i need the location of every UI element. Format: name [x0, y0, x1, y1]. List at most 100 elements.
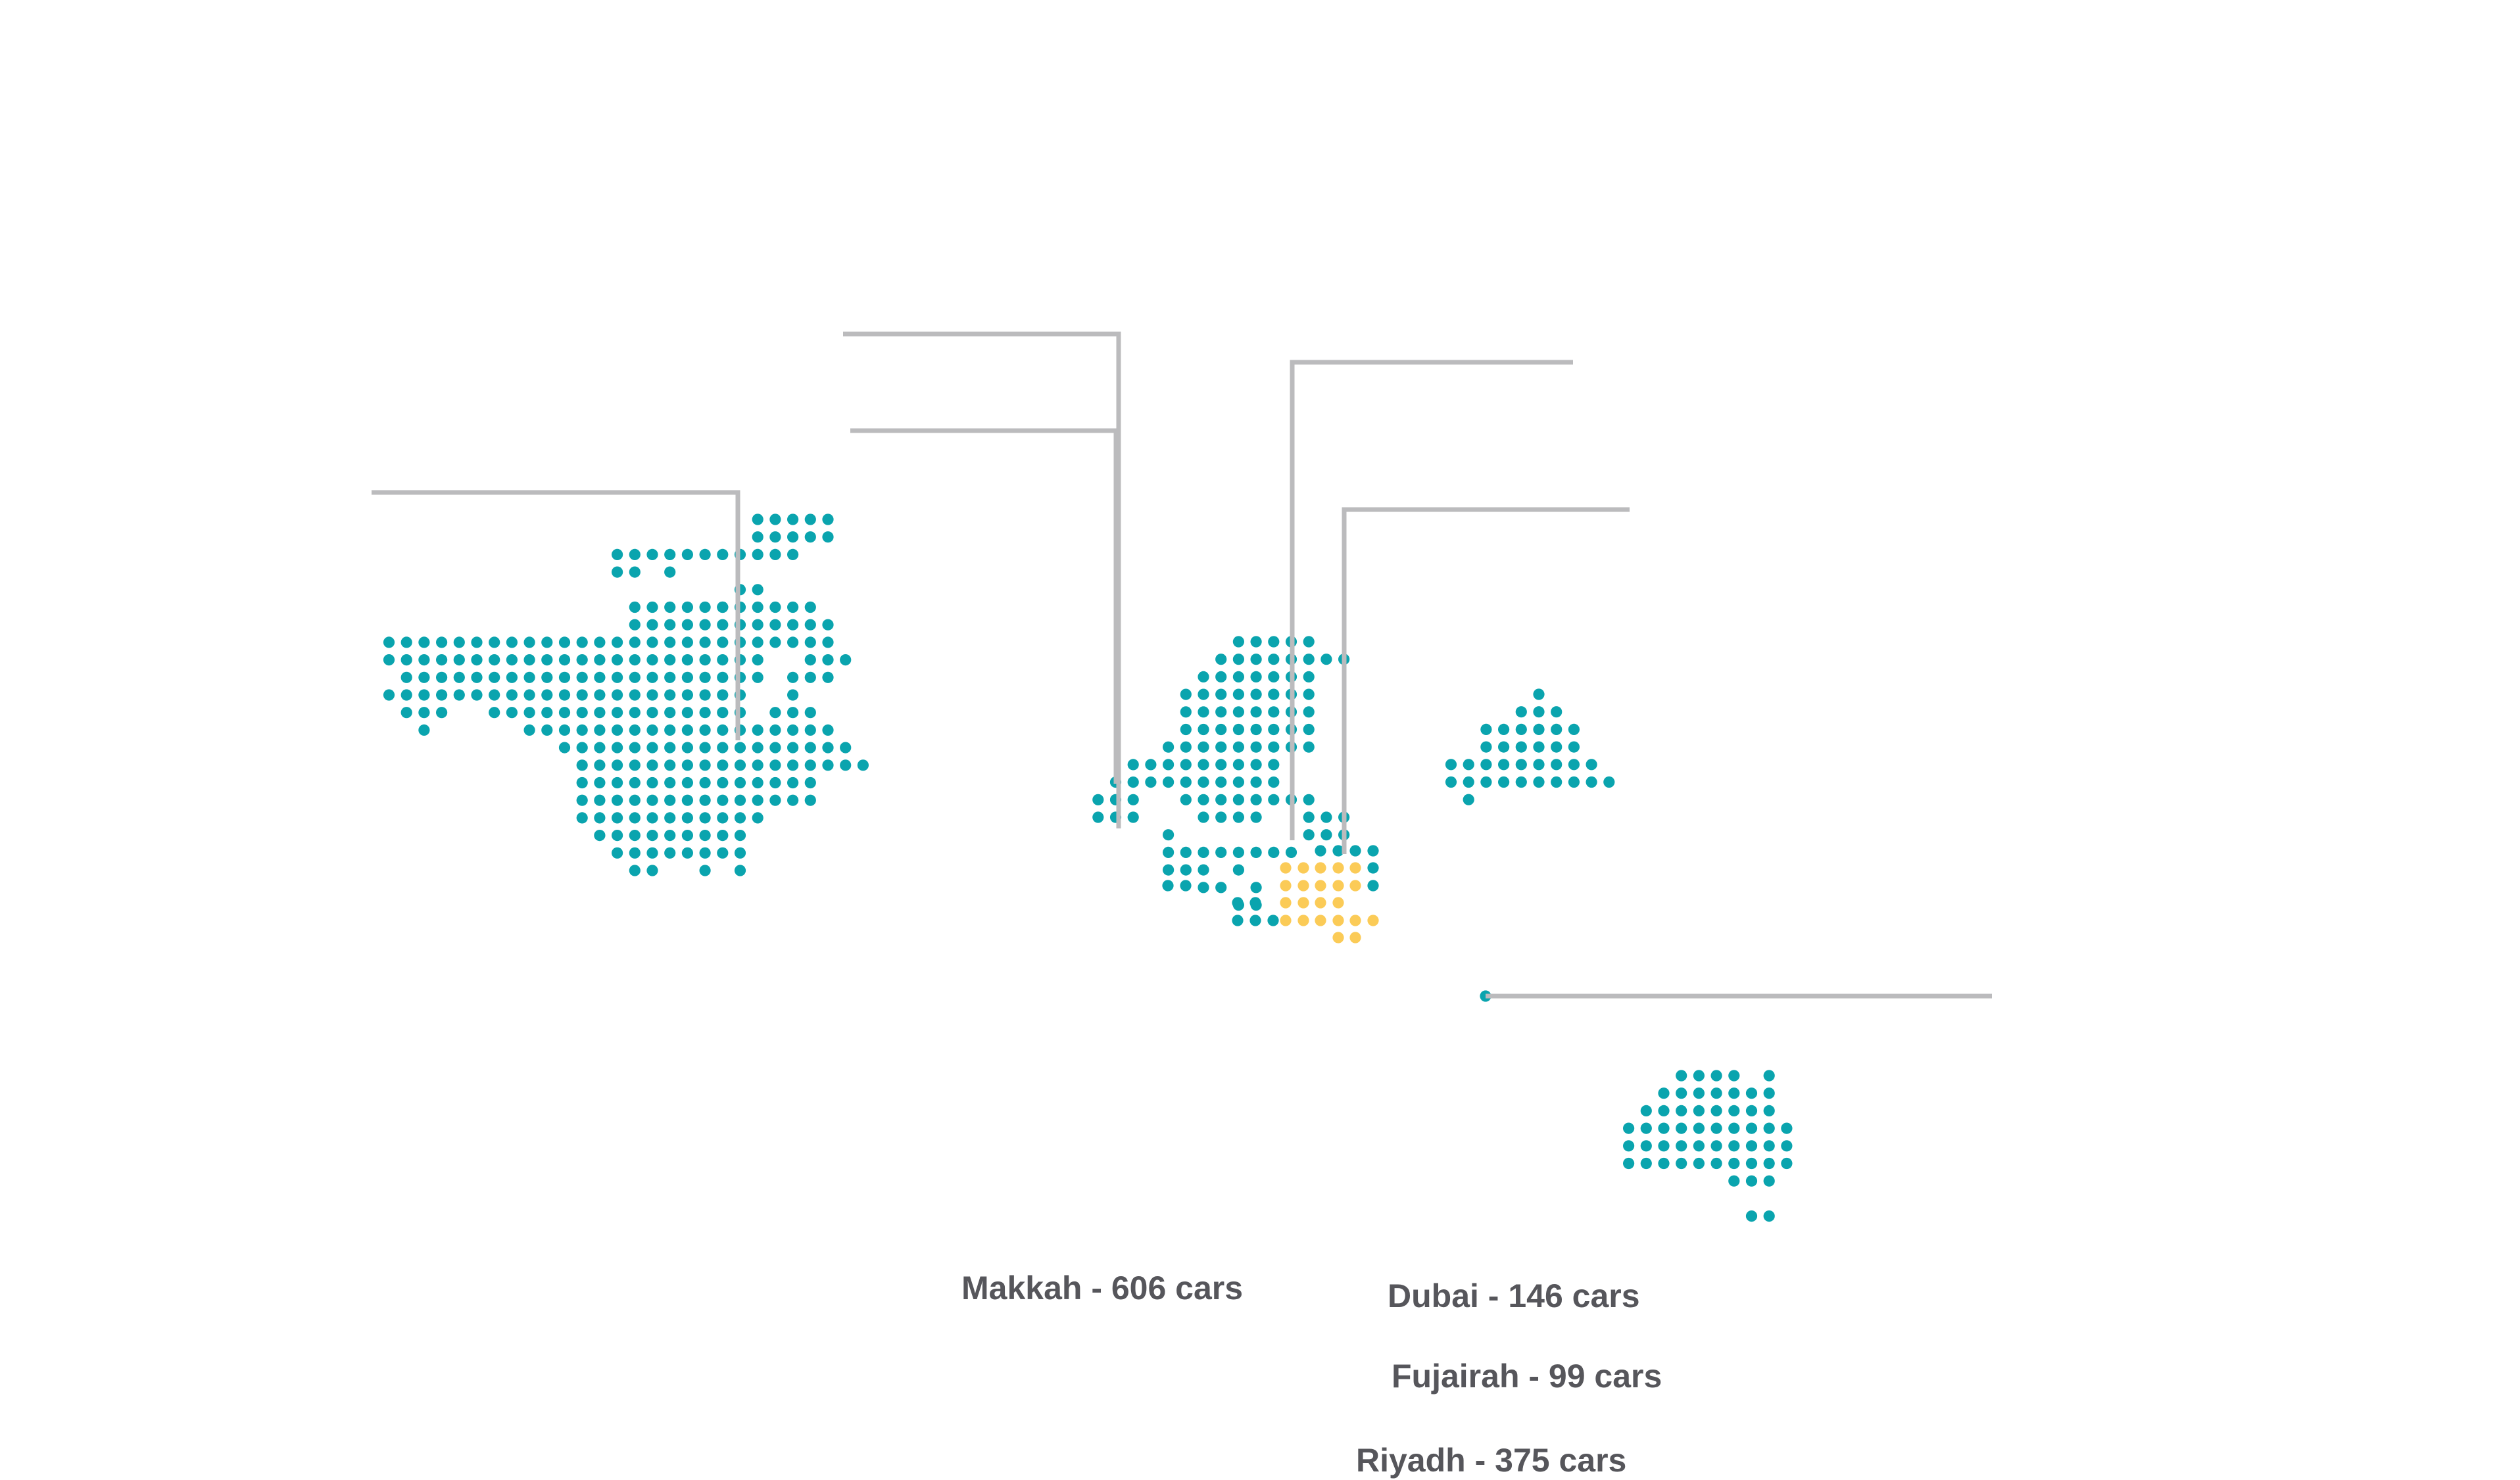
land-dot-west	[612, 847, 623, 859]
land-dot-east	[1498, 723, 1510, 735]
land-dot-central	[1180, 706, 1192, 718]
land-dot-central	[1303, 741, 1315, 753]
land-dot-west	[629, 566, 641, 578]
land-dot-west	[734, 776, 746, 789]
land-dot-west	[699, 654, 711, 666]
land-dot-west	[804, 619, 816, 631]
land-dot-central	[1215, 811, 1227, 823]
land-dot-central	[1303, 688, 1315, 700]
land-dot-west	[453, 671, 465, 683]
land-dot-west	[594, 636, 606, 648]
land-dot-australia	[1728, 1070, 1740, 1082]
land-dot-east	[1463, 794, 1474, 805]
land-dot-central	[1250, 776, 1262, 788]
land-dot-west	[804, 671, 816, 683]
leader-line-5	[1342, 507, 1630, 854]
land-dot-central	[1180, 759, 1192, 771]
land-dot-west	[699, 830, 711, 842]
land-dot-east	[1551, 776, 1563, 788]
land-dot-west	[612, 742, 623, 753]
land-dot-australia	[1745, 1175, 1758, 1187]
land-dot-central	[1127, 794, 1139, 805]
land-dot-east	[1568, 776, 1580, 788]
land-dot-east	[1586, 776, 1597, 788]
land-dot-west	[506, 636, 518, 648]
land-dot-australia	[1745, 1122, 1758, 1134]
land-dot-west	[594, 794, 606, 806]
land-dot-australia	[1728, 1087, 1740, 1099]
land-dot-west	[752, 776, 763, 789]
land-dot-west	[629, 636, 641, 648]
land-dot-east	[1498, 776, 1510, 788]
land-dot-west	[769, 601, 781, 613]
land-dot-west	[699, 742, 711, 753]
land-dot-west	[541, 671, 553, 683]
land-dot-west	[594, 689, 606, 701]
land-dot-east	[1551, 723, 1563, 735]
land-dot-central	[1163, 829, 1175, 841]
land-dot-central	[1268, 636, 1280, 648]
label-dubai: Dubai - 146 cars	[1388, 1277, 1640, 1314]
land-dot-central	[1332, 845, 1344, 857]
land-dot-australia	[1693, 1140, 1705, 1152]
land-dot-west	[769, 759, 781, 771]
land-dot-central	[1198, 706, 1209, 718]
land-dot-west	[769, 548, 781, 561]
land-dot-central	[1315, 845, 1326, 857]
land-dot-west	[752, 742, 763, 753]
land-dot-australia	[1763, 1122, 1775, 1134]
land-dot-west	[681, 548, 693, 561]
land-dot-west	[769, 531, 781, 543]
land-dot-west	[664, 654, 676, 666]
land-dot-west	[471, 636, 483, 648]
land-dot-west	[523, 636, 535, 648]
land-dot-east	[1515, 776, 1527, 788]
land-dot-west	[523, 707, 535, 719]
land-dot-australia	[1781, 1157, 1793, 1170]
land-dot-central	[1163, 759, 1175, 771]
land-dot-east	[1551, 759, 1563, 771]
land-dot-australia	[1658, 1105, 1670, 1116]
leader-lines	[372, 331, 1992, 999]
land-dot-west	[787, 548, 799, 561]
land-dot-central	[1232, 706, 1244, 718]
land-dot-west	[699, 724, 711, 736]
land-dot-australia	[1623, 1140, 1635, 1152]
land-dot-west	[646, 601, 658, 613]
land-dot-central	[1367, 880, 1379, 892]
highlight-dot	[1332, 897, 1344, 909]
land-dot-west	[436, 707, 448, 719]
land-dot-central	[1215, 671, 1227, 682]
land-dot-australia	[1781, 1140, 1793, 1152]
land-dot-east	[1533, 706, 1545, 718]
land-dot-east	[1568, 741, 1580, 753]
land-dot-west	[664, 724, 676, 736]
land-dot-central	[1268, 794, 1280, 805]
land-dot-west	[436, 671, 448, 683]
land-dot-west	[734, 794, 746, 806]
land-dot-central	[1232, 636, 1244, 648]
land-dot-west	[576, 759, 588, 771]
land-dot-central	[1163, 776, 1175, 788]
land-dot-central	[1198, 846, 1209, 858]
land-dot-west	[418, 671, 430, 683]
land-dot-central	[1163, 846, 1175, 858]
land-dot-australia	[1693, 1157, 1705, 1170]
land-dot-central	[1250, 794, 1262, 805]
highlight-dot	[1280, 897, 1292, 909]
land-dot-west	[646, 548, 658, 561]
land-dot-australia	[1763, 1087, 1775, 1099]
land-dot-australia	[1676, 1122, 1687, 1134]
land-dot-west	[804, 776, 816, 789]
land-dot-west	[629, 654, 641, 666]
land-dot-west	[717, 742, 729, 753]
highlight-dot	[1315, 915, 1326, 926]
land-dot-west	[629, 830, 641, 842]
land-dot-west	[629, 847, 641, 859]
land-dot-east	[1480, 723, 1492, 735]
land-dot-west	[822, 654, 834, 666]
land-dot-west	[699, 847, 711, 859]
land-dot-central	[1232, 794, 1244, 805]
land-dot-central	[1180, 741, 1192, 753]
